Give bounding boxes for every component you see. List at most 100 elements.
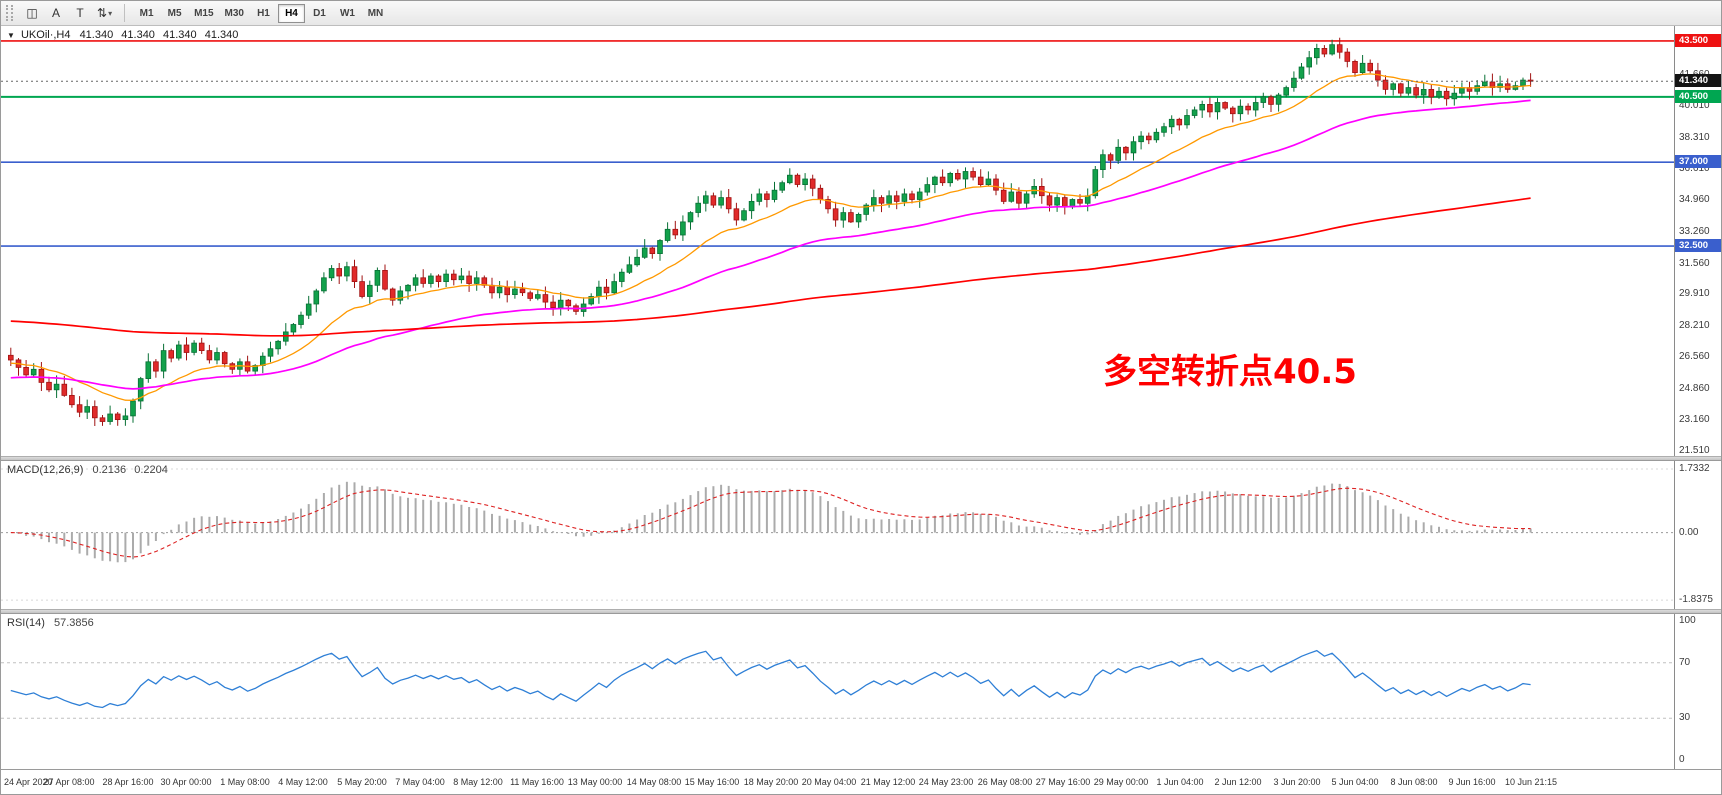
macd-name: MACD(12,26,9) xyxy=(7,464,84,476)
time-label: 11 May 16:00 xyxy=(510,777,564,787)
macd-tick: 1.7332 xyxy=(1679,462,1710,474)
time-label: 8 May 12:00 xyxy=(453,777,503,787)
timeframe-button-d1[interactable]: D1 xyxy=(313,7,326,19)
macd-value-signal: 0.2204 xyxy=(134,464,168,476)
macd-axis[interactable]: 1.7332 0.00 -1.8375 xyxy=(1674,461,1721,609)
timeframe-button-m30[interactable]: M30 xyxy=(224,7,244,19)
chart-style-icon[interactable]: ◫ xyxy=(21,3,43,23)
time-label: 18 May 20:00 xyxy=(743,777,799,787)
collapse-icon[interactable]: ▼ xyxy=(7,31,15,40)
rsi-tick: 70 xyxy=(1679,656,1691,668)
scale-tool-button[interactable]: ⇅ ▾ xyxy=(93,3,116,23)
chart-style-glyph: ◫ xyxy=(26,6,38,20)
panel-divider[interactable] xyxy=(1,609,1721,614)
time-label: 1 Jun 04:00 xyxy=(1156,777,1204,787)
timeframe-button-h4[interactable]: H4 xyxy=(277,3,305,23)
ohlc-high: 41.340 xyxy=(121,29,155,41)
time-label: 3 Jun 20:00 xyxy=(1273,777,1321,787)
price-level-badge: 37.000 xyxy=(1675,155,1721,169)
time-label: 4 May 12:00 xyxy=(278,777,328,787)
time-label: 30 Apr 00:00 xyxy=(160,777,212,787)
price-tick: 26.560 xyxy=(1679,350,1710,362)
timeframe-button-m1[interactable]: M1 xyxy=(139,7,154,19)
time-label: 26 May 08:00 xyxy=(977,777,1033,787)
rsi-tick: 0 xyxy=(1679,754,1685,765)
timeframe-group: M1 M5 M15 M30 H1 H4 D1 W1 MN xyxy=(133,3,389,23)
timeframe-button-m5[interactable]: M5 xyxy=(167,7,182,19)
time-label: 14 May 08:00 xyxy=(626,777,682,787)
time-label: 9 Jun 16:00 xyxy=(1448,777,1496,787)
time-label: 2 Jun 12:00 xyxy=(1214,777,1262,787)
time-label: 27 Apr 08:00 xyxy=(43,777,95,787)
chevron-down-icon: ▾ xyxy=(108,8,113,18)
time-axis[interactable]: 24 Apr 2020 27 Apr 08:00 28 Apr 16:00 30 Ap… xyxy=(1,770,1721,794)
time-label: 5 Jun 04:00 xyxy=(1331,777,1379,787)
price-tick: 38.310 xyxy=(1679,131,1710,143)
timeframe-button-h1[interactable]: H1 xyxy=(257,7,270,19)
text-tool-button[interactable]: A xyxy=(45,3,67,23)
price-tick: 23.160 xyxy=(1679,414,1710,426)
toolbar-grip[interactable] xyxy=(6,5,13,21)
timeframe-button-m15[interactable]: M15 xyxy=(194,7,214,19)
chart-header: ▼ UKOil·,H4 41.340 41.340 41.340 41.340 xyxy=(7,29,243,41)
main-chart-panel[interactable]: ▼ UKOil·,H4 41.340 41.340 41.340 41.340 … xyxy=(1,26,1721,456)
type-tool-glyph: T xyxy=(76,6,84,20)
rsi-tick: 30 xyxy=(1679,712,1691,724)
ohlc-close: 41.340 xyxy=(204,29,239,41)
symbol-label: UKOil·,H4 xyxy=(20,29,71,41)
price-tick: 28.210 xyxy=(1679,320,1710,332)
text-tool-glyph: A xyxy=(51,6,60,20)
toolbar: ◫ A T ⇅ ▾ M1 M5 M15 M30 H1 H4 D1 W1 MN xyxy=(1,1,1721,26)
rsi-panel[interactable]: RSI(14) 57.3856 100 70 30 0 xyxy=(1,614,1721,770)
price-level-badge: 32.500 xyxy=(1675,239,1721,253)
time-label: 7 May 04:00 xyxy=(395,777,445,787)
time-label: 1 May 08:00 xyxy=(220,777,270,787)
panel-divider[interactable] xyxy=(1,456,1721,461)
price-tick: 33.260 xyxy=(1679,225,1710,237)
time-label: 10 Jun 21:15 xyxy=(1504,777,1558,787)
ohlc-open: 41.340 xyxy=(79,29,114,41)
price-tick: 40.010 xyxy=(1679,100,1710,112)
timeframe-button-w1[interactable]: W1 xyxy=(339,7,355,19)
price-tick: 36.610 xyxy=(1679,163,1710,175)
macd-value-main: 0.2136 xyxy=(92,464,127,476)
time-label: 5 May 20:00 xyxy=(337,777,387,787)
price-level-badge: 43.500 xyxy=(1675,33,1721,47)
time-label: 15 May 16:00 xyxy=(684,777,740,787)
price-level-badge: 40.500 xyxy=(1675,89,1721,103)
macd-label: MACD(12,26,9) 0.2136 0.2204 xyxy=(7,464,173,476)
toolbar-separator xyxy=(124,4,126,22)
macd-panel[interactable]: MACD(12,26,9) 0.2136 0.2204 1.7332 0.00 -1… xyxy=(1,461,1721,609)
time-label: 21 May 12:00 xyxy=(860,777,916,787)
rsi-name: RSI(14) xyxy=(7,617,45,629)
time-label: 24 Apr 2020 xyxy=(4,777,53,787)
chart-text-annotation: 多空转折点40.5 xyxy=(1103,352,1357,392)
candlestick-chart[interactable] xyxy=(1,26,1674,456)
time-label: 27 May 16:00 xyxy=(1035,777,1091,787)
rsi-chart[interactable] xyxy=(1,614,1674,769)
time-label: 13 May 00:00 xyxy=(567,777,623,787)
price-axis[interactable]: 41.66040.01038.31036.61034.96033.26031.5… xyxy=(1674,26,1721,456)
price-tick: 31.560 xyxy=(1679,257,1710,269)
timeframe-button-mn[interactable]: MN xyxy=(367,7,384,19)
price-tick: 29.910 xyxy=(1679,288,1710,300)
macd-tick: -1.8375 xyxy=(1679,594,1713,606)
time-label: 20 May 04:00 xyxy=(801,777,857,787)
price-tick: 34.960 xyxy=(1679,194,1710,206)
price-tick: 21.510 xyxy=(1679,445,1710,457)
time-label: 24 May 23:00 xyxy=(918,777,974,787)
time-label: 28 Apr 16:00 xyxy=(102,777,154,787)
type-tool-button[interactable]: T xyxy=(69,3,91,23)
price-tick: 24.860 xyxy=(1679,382,1710,394)
price-level-badge: 41.340 xyxy=(1675,74,1721,88)
rsi-axis[interactable]: 100 70 30 0 xyxy=(1674,614,1721,769)
rsi-value: 57.3856 xyxy=(53,617,94,629)
scale-tool-icon: ⇅ xyxy=(97,6,108,20)
time-label: 8 Jun 08:00 xyxy=(1390,777,1438,787)
rsi-tick: 100 xyxy=(1679,615,1696,626)
time-label: 29 May 00:00 xyxy=(1093,777,1149,787)
macd-tick: 0.00 xyxy=(1679,526,1699,538)
macd-chart[interactable] xyxy=(1,461,1674,609)
rsi-label: RSI(14) 57.3856 xyxy=(7,617,99,629)
